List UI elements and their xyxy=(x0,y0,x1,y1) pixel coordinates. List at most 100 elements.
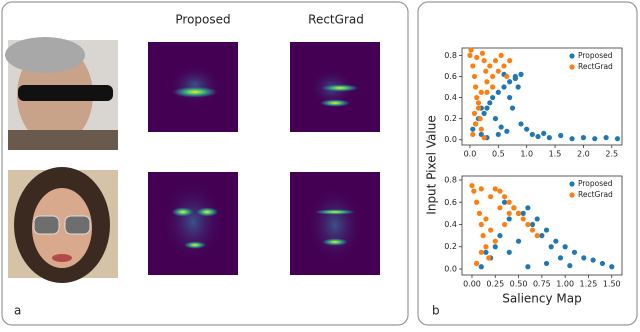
scatter-point xyxy=(475,105,482,111)
legend-label: Proposed xyxy=(578,51,613,60)
legend-label: RectGrad xyxy=(578,190,613,199)
scatter-point xyxy=(467,52,473,58)
x-tick-label: 0.0 xyxy=(464,150,477,159)
scatter-point xyxy=(511,205,517,211)
scatter-point xyxy=(492,58,499,64)
scatter-point xyxy=(501,221,508,228)
plot-area xyxy=(461,47,623,146)
photo xyxy=(8,167,118,283)
x-tick-label: 0.00 xyxy=(463,280,481,289)
y-tick-label: 0.8 xyxy=(444,176,457,185)
y-tick-label: 0.2 xyxy=(444,242,457,251)
scatter-point xyxy=(567,263,573,269)
scatter-point xyxy=(614,136,621,142)
scatter-point xyxy=(535,133,541,140)
scatter-point xyxy=(539,233,545,239)
scatter-point xyxy=(525,221,531,228)
scatter-point xyxy=(478,89,484,95)
scatter-point xyxy=(478,264,484,270)
scatter-point xyxy=(492,116,499,122)
scatter-point xyxy=(501,84,507,90)
scatter-point xyxy=(470,63,476,69)
y-tick-label: 0.8 xyxy=(444,51,457,60)
scatter-point xyxy=(512,75,518,82)
scatter-point xyxy=(474,54,480,61)
scatter-point xyxy=(592,136,598,142)
panel-a-frame xyxy=(1,1,409,326)
scatter-point xyxy=(562,244,568,250)
legend-label: Proposed xyxy=(578,179,613,188)
scatter-point xyxy=(524,126,530,132)
scatter-point xyxy=(474,94,480,101)
scatter-point xyxy=(529,227,536,233)
scatter-point xyxy=(509,105,516,111)
scatter-point xyxy=(481,135,487,141)
y-tick-label: 0.6 xyxy=(444,198,457,207)
scatter-point xyxy=(504,128,510,134)
scatter-point xyxy=(534,233,540,239)
scatter-point xyxy=(501,63,507,69)
scatter-point xyxy=(599,260,606,267)
x-tick-label: 0.5 xyxy=(492,150,505,159)
scatter-point xyxy=(515,210,522,216)
scatter-point xyxy=(507,58,513,64)
scatter-point xyxy=(498,124,504,130)
legend-marker xyxy=(569,53,575,59)
x-tick-label: 2.5 xyxy=(605,150,618,159)
scatter-point xyxy=(492,244,498,250)
scatter-point xyxy=(486,255,492,261)
x-tick-label: 0.50 xyxy=(510,280,528,289)
x-axis-label: Saliency Map xyxy=(502,292,581,306)
scatter-point xyxy=(476,210,483,216)
scatter-point xyxy=(580,135,587,141)
legend-marker xyxy=(569,64,575,70)
scatter-point xyxy=(473,121,479,127)
scatter-point xyxy=(590,257,596,263)
photo xyxy=(5,37,118,150)
scatter-point xyxy=(497,188,503,194)
scatter-point xyxy=(468,47,474,53)
scatter-point xyxy=(520,210,526,216)
scatter-point xyxy=(543,260,550,267)
scatter-point xyxy=(484,89,490,95)
scatter-point xyxy=(515,238,522,244)
saliency-map xyxy=(148,42,238,132)
scatter-point xyxy=(518,71,524,77)
scatter-point xyxy=(470,126,476,132)
scatter-point xyxy=(507,79,513,85)
scatter-point xyxy=(483,68,489,74)
scatter-point xyxy=(504,73,510,80)
scatter-point xyxy=(515,84,521,90)
panel-label: b xyxy=(432,304,440,318)
scatter-point xyxy=(474,260,480,267)
y-tick-label: 0.2 xyxy=(444,114,457,123)
scatter-point xyxy=(506,210,512,216)
scatter-point xyxy=(495,68,501,74)
scatter-point xyxy=(553,238,559,244)
saliency-map xyxy=(148,172,238,275)
scatter-point xyxy=(495,131,501,138)
scatter-point xyxy=(474,199,480,205)
legend-label: RectGrad xyxy=(578,62,613,71)
scatter-point xyxy=(497,205,503,211)
scatter-point xyxy=(571,249,578,255)
scatter-point xyxy=(480,233,486,239)
scatter-point xyxy=(520,216,526,222)
scatter-point xyxy=(529,131,535,138)
saliency-map xyxy=(290,172,380,275)
legend-marker xyxy=(569,192,575,198)
scatter-point xyxy=(484,79,490,85)
x-tick-label: 1.00 xyxy=(556,280,574,289)
scatter-point xyxy=(478,126,484,132)
scatter-point xyxy=(501,194,508,200)
column-header: Proposed xyxy=(175,13,230,27)
scatter-point xyxy=(492,186,498,192)
column-header: RectGrad xyxy=(308,13,364,27)
scatter-point xyxy=(569,136,575,142)
scatter-point xyxy=(483,244,489,250)
scatter-point xyxy=(609,264,615,270)
scatter-point xyxy=(471,188,477,194)
y-axis-label: Input Pixel Value xyxy=(425,115,439,214)
scatter-point xyxy=(481,110,487,116)
